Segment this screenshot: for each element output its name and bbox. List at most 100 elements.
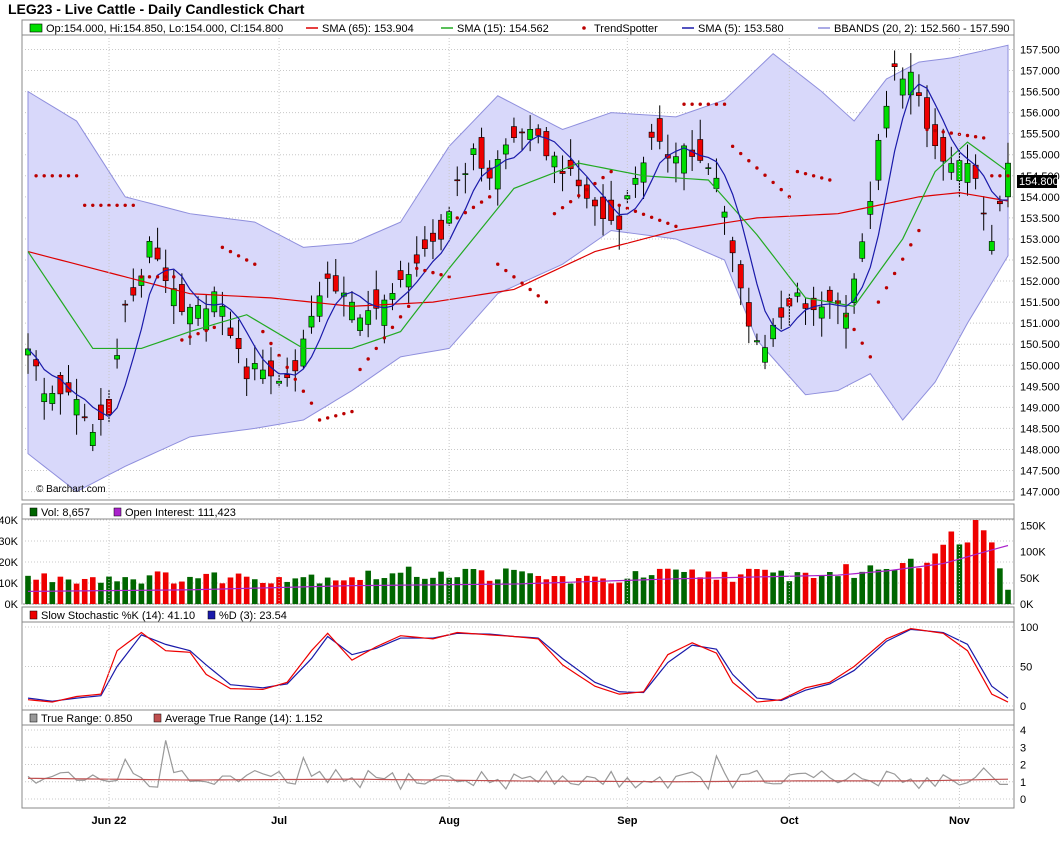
watermark: © Barchart.com xyxy=(36,484,106,495)
sma65-line xyxy=(27,192,1009,307)
candle-body xyxy=(818,306,825,319)
trendspotter-dot xyxy=(901,257,905,261)
candle-body xyxy=(243,366,250,380)
volume-bar xyxy=(867,565,874,604)
trendspotter-dot xyxy=(293,377,297,381)
trendspotter-dot xyxy=(228,249,233,254)
candle-body xyxy=(600,196,606,219)
volume-bar xyxy=(786,581,793,604)
trendspotter-dot xyxy=(536,294,540,298)
volume-bar xyxy=(972,520,979,604)
volume-bar xyxy=(276,577,282,604)
candle-body xyxy=(154,247,161,260)
trendspotter-dot xyxy=(982,136,986,140)
trendspotter-dot xyxy=(317,418,322,422)
stochastic-tick: 100 xyxy=(1020,622,1038,634)
trendspotter-dot xyxy=(609,169,613,174)
trendspotter-dot xyxy=(795,169,800,174)
volume-bar xyxy=(616,582,623,604)
volume-bar xyxy=(98,582,104,604)
candle-body xyxy=(373,289,380,309)
legend-swatch xyxy=(113,507,122,517)
price-legend-bar xyxy=(21,19,1015,36)
volume-bar xyxy=(746,568,752,604)
volume-bar xyxy=(997,568,1003,604)
trendspotter-dot xyxy=(698,102,702,106)
sma5-line xyxy=(27,83,1009,418)
open-interest-line xyxy=(27,544,1009,592)
candle-body xyxy=(551,155,558,168)
trendspotter-dot xyxy=(949,131,954,135)
trendspotter-dot xyxy=(115,203,119,207)
trendspotter-dot xyxy=(415,266,419,271)
price-tick-label: 153.000 xyxy=(1020,234,1060,246)
candle-body xyxy=(754,340,760,343)
candle-body xyxy=(81,416,88,419)
bollinger-band xyxy=(27,44,1009,493)
candle-body xyxy=(486,167,493,179)
price-tick-label: 147.500 xyxy=(1020,466,1060,478)
volume-bar xyxy=(697,577,704,604)
volume-bar xyxy=(292,578,299,604)
legend-entry: SMA (15): 154.562 xyxy=(457,23,549,35)
volume-bar xyxy=(964,542,971,604)
candle-body xyxy=(57,375,64,395)
volume-bar xyxy=(899,563,906,604)
candle-body xyxy=(583,184,590,199)
volume-bar xyxy=(187,576,193,604)
trendspotter-dot xyxy=(593,181,597,186)
volume-bar xyxy=(729,581,736,604)
candle-body xyxy=(462,173,469,175)
volume-left-tick: 20K xyxy=(0,557,19,569)
candle-body xyxy=(875,139,882,181)
trendspotter-dot xyxy=(836,300,840,304)
trendspotter-dot xyxy=(577,193,581,198)
volume-bar xyxy=(438,571,444,604)
range-tick: 4 xyxy=(1020,725,1026,737)
trendspotter-dot xyxy=(74,174,79,178)
trendspotter-dot xyxy=(933,128,937,133)
trendspotter-dot xyxy=(674,224,678,229)
trendspotter-dot xyxy=(463,210,468,215)
candle-body xyxy=(187,306,193,325)
legend-entry: Vol: 8,657 xyxy=(41,507,90,519)
trendspotter-dot xyxy=(423,268,427,273)
volume-bar xyxy=(243,576,250,604)
trendspotter-dot xyxy=(172,275,176,279)
volume-bar xyxy=(827,571,833,604)
candle-body xyxy=(438,219,444,240)
volume-bar xyxy=(713,579,720,604)
trendspotter-dot xyxy=(544,300,549,304)
trendspotter-dot xyxy=(212,325,216,330)
trendspotter-dot xyxy=(123,203,127,207)
volume-bar xyxy=(486,580,493,604)
candle-body xyxy=(195,305,201,319)
trendspotter-dot xyxy=(504,268,508,273)
volume-bar xyxy=(260,582,266,604)
volume-bar xyxy=(162,572,169,604)
candle-body xyxy=(519,131,525,134)
candle-body xyxy=(284,374,291,379)
candle-body xyxy=(251,363,258,370)
candle-body xyxy=(389,293,396,300)
candle-body xyxy=(1005,162,1011,198)
candle-body xyxy=(365,310,372,325)
trendspotter-dot xyxy=(601,175,605,180)
candle-body xyxy=(73,399,80,416)
volume-bar xyxy=(527,573,533,604)
volume-bar xyxy=(462,568,469,604)
volume-bar xyxy=(559,576,566,604)
trendspotter-dot xyxy=(139,275,144,279)
candle-body xyxy=(632,177,639,185)
volume-bar xyxy=(73,583,80,604)
trendspotter-dot xyxy=(714,102,719,106)
volume-bar xyxy=(762,569,768,604)
volume-bar xyxy=(227,577,234,604)
trendspotter-dot xyxy=(147,275,152,279)
trendspotter-dot xyxy=(658,218,662,223)
volume-bar xyxy=(924,562,930,604)
x-tick-label: Nov xyxy=(949,815,971,827)
volume-bar xyxy=(373,579,380,604)
trendspotter-dot xyxy=(155,275,160,279)
trendspotter-dot xyxy=(617,203,621,207)
